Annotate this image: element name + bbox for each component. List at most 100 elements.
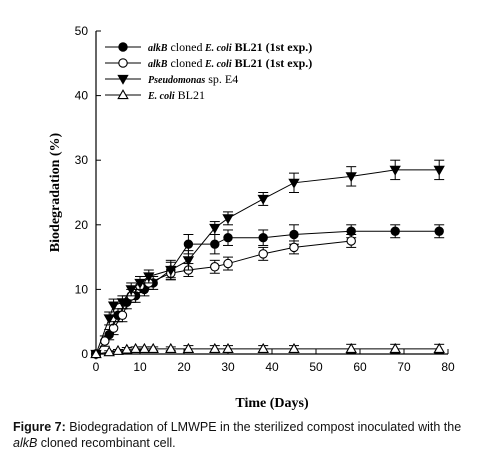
legend-marker xyxy=(118,42,128,52)
legend-label-part: cloned xyxy=(167,40,202,54)
legend-label-part: BL21 xyxy=(175,88,205,102)
y-tick-label: 30 xyxy=(75,153,89,167)
legend-label-part: alkB xyxy=(148,59,168,70)
x-tick-label: 40 xyxy=(265,360,279,374)
series-3 xyxy=(90,159,445,360)
x-tick-label: 10 xyxy=(133,360,147,374)
data-point xyxy=(108,323,119,333)
legend-label: E. coli BL21 xyxy=(147,88,205,102)
y-axis-title: Biodegradation (%) xyxy=(48,132,63,252)
legend-entry-2: alkB cloned E. coli BL21 (1st exp.) xyxy=(105,56,312,70)
legend-label-part: E. coli xyxy=(202,43,231,54)
data-point xyxy=(103,314,115,325)
x-tick-label: 20 xyxy=(177,360,191,374)
data-point xyxy=(182,256,195,267)
data-point xyxy=(147,342,159,353)
data-point xyxy=(433,165,445,176)
data-point xyxy=(258,233,268,243)
data-point xyxy=(288,178,300,189)
caption-italic: alkB xyxy=(13,436,38,450)
y-tick-label: 40 xyxy=(75,89,89,103)
legend-label: alkB cloned E. coli BL21 (1st exp.) xyxy=(148,56,312,70)
x-tick-label: 80 xyxy=(441,360,455,374)
data-point xyxy=(433,342,445,353)
data-point xyxy=(134,278,146,289)
data-point xyxy=(257,342,269,353)
data-point xyxy=(209,223,221,234)
data-point xyxy=(288,342,300,353)
y-tick-label: 10 xyxy=(75,282,89,296)
data-point xyxy=(257,194,269,205)
data-point xyxy=(210,239,220,249)
data-point xyxy=(183,239,194,249)
series-line xyxy=(95,348,440,355)
legend-label: alkB cloned E. coli BL21 (1st exp.) xyxy=(148,40,312,54)
data-point xyxy=(390,226,400,236)
caption-text-before: Biodegradation of LMWPE in the sterilize… xyxy=(65,420,462,434)
legend-label-part: E. coli xyxy=(202,59,231,70)
legend-entry-4: E. coli BL21 xyxy=(105,88,205,102)
data-point xyxy=(138,342,151,353)
legend-label-part: cloned xyxy=(167,56,202,70)
legend-label-part: BL21 (1st exp.) xyxy=(232,56,313,70)
data-point xyxy=(103,346,115,357)
data-point xyxy=(165,342,177,353)
axes: 0 10 20 30 40 50 0 10 20 30 40 50 60 70 80 Time (Days) B… xyxy=(48,24,455,411)
x-tick-label: 70 xyxy=(397,360,411,374)
data-point xyxy=(223,258,233,269)
data-point xyxy=(182,342,195,353)
data-point xyxy=(258,249,268,259)
data-point xyxy=(223,233,233,243)
legend-label-part: sp. E4 xyxy=(205,72,238,86)
legend-entry-1: alkB cloned E. coli BL21 (1st exp.) xyxy=(105,40,312,54)
data-point xyxy=(222,214,234,225)
y-tick-label: 50 xyxy=(75,24,89,38)
data-point xyxy=(289,242,299,253)
data-point xyxy=(345,172,357,183)
y-tick-label: 20 xyxy=(75,218,89,232)
legend-label-part: Pseudomonas xyxy=(148,75,205,86)
data-point xyxy=(90,348,102,359)
legend-entry-3: Pseudomonas sp. E4 xyxy=(105,72,238,86)
data-point xyxy=(125,285,137,296)
x-axis-title: Time (Days) xyxy=(235,396,309,411)
data-point xyxy=(389,342,401,353)
x-tick-label: 50 xyxy=(309,360,323,374)
legend-label-part: BL21 (1st exp.) xyxy=(232,40,313,54)
legend: alkB cloned E. coli BL21 (1st exp.)alkB … xyxy=(105,40,312,102)
data-point xyxy=(346,236,356,246)
legend-marker xyxy=(118,58,128,68)
data-point xyxy=(289,229,299,240)
series-line xyxy=(95,169,440,355)
x-tick-label: 0 xyxy=(93,360,100,374)
legend-label-part: E. coli xyxy=(147,91,175,102)
data-point xyxy=(143,272,155,283)
data-point xyxy=(117,310,128,320)
series-4 xyxy=(90,342,445,359)
data-point xyxy=(116,298,129,309)
data-point xyxy=(389,165,401,176)
legend-label: Pseudomonas sp. E4 xyxy=(148,72,238,86)
data-point xyxy=(107,301,120,312)
x-tick-label: 30 xyxy=(221,360,235,374)
caption-label: Figure 7: xyxy=(13,420,66,434)
x-tick-label: 60 xyxy=(353,360,367,374)
data-point xyxy=(209,342,221,353)
legend-marker xyxy=(117,89,129,100)
data-point xyxy=(112,344,124,355)
series-layer xyxy=(90,159,445,360)
caption-text-after: cloned recombinant cell. xyxy=(37,436,176,450)
data-point xyxy=(222,342,234,353)
series-1 xyxy=(91,224,445,359)
data-point xyxy=(210,262,220,272)
data-point xyxy=(434,226,444,236)
data-point xyxy=(165,265,177,276)
data-point xyxy=(121,343,133,354)
legend-marker xyxy=(117,74,129,85)
data-point xyxy=(345,342,357,353)
figure-caption: Figure 7: Biodegradation of LMWPE in the… xyxy=(13,419,473,451)
y-tick-label: 0 xyxy=(81,347,88,361)
data-point xyxy=(129,342,142,353)
legend-label-part: alkB xyxy=(148,43,168,54)
